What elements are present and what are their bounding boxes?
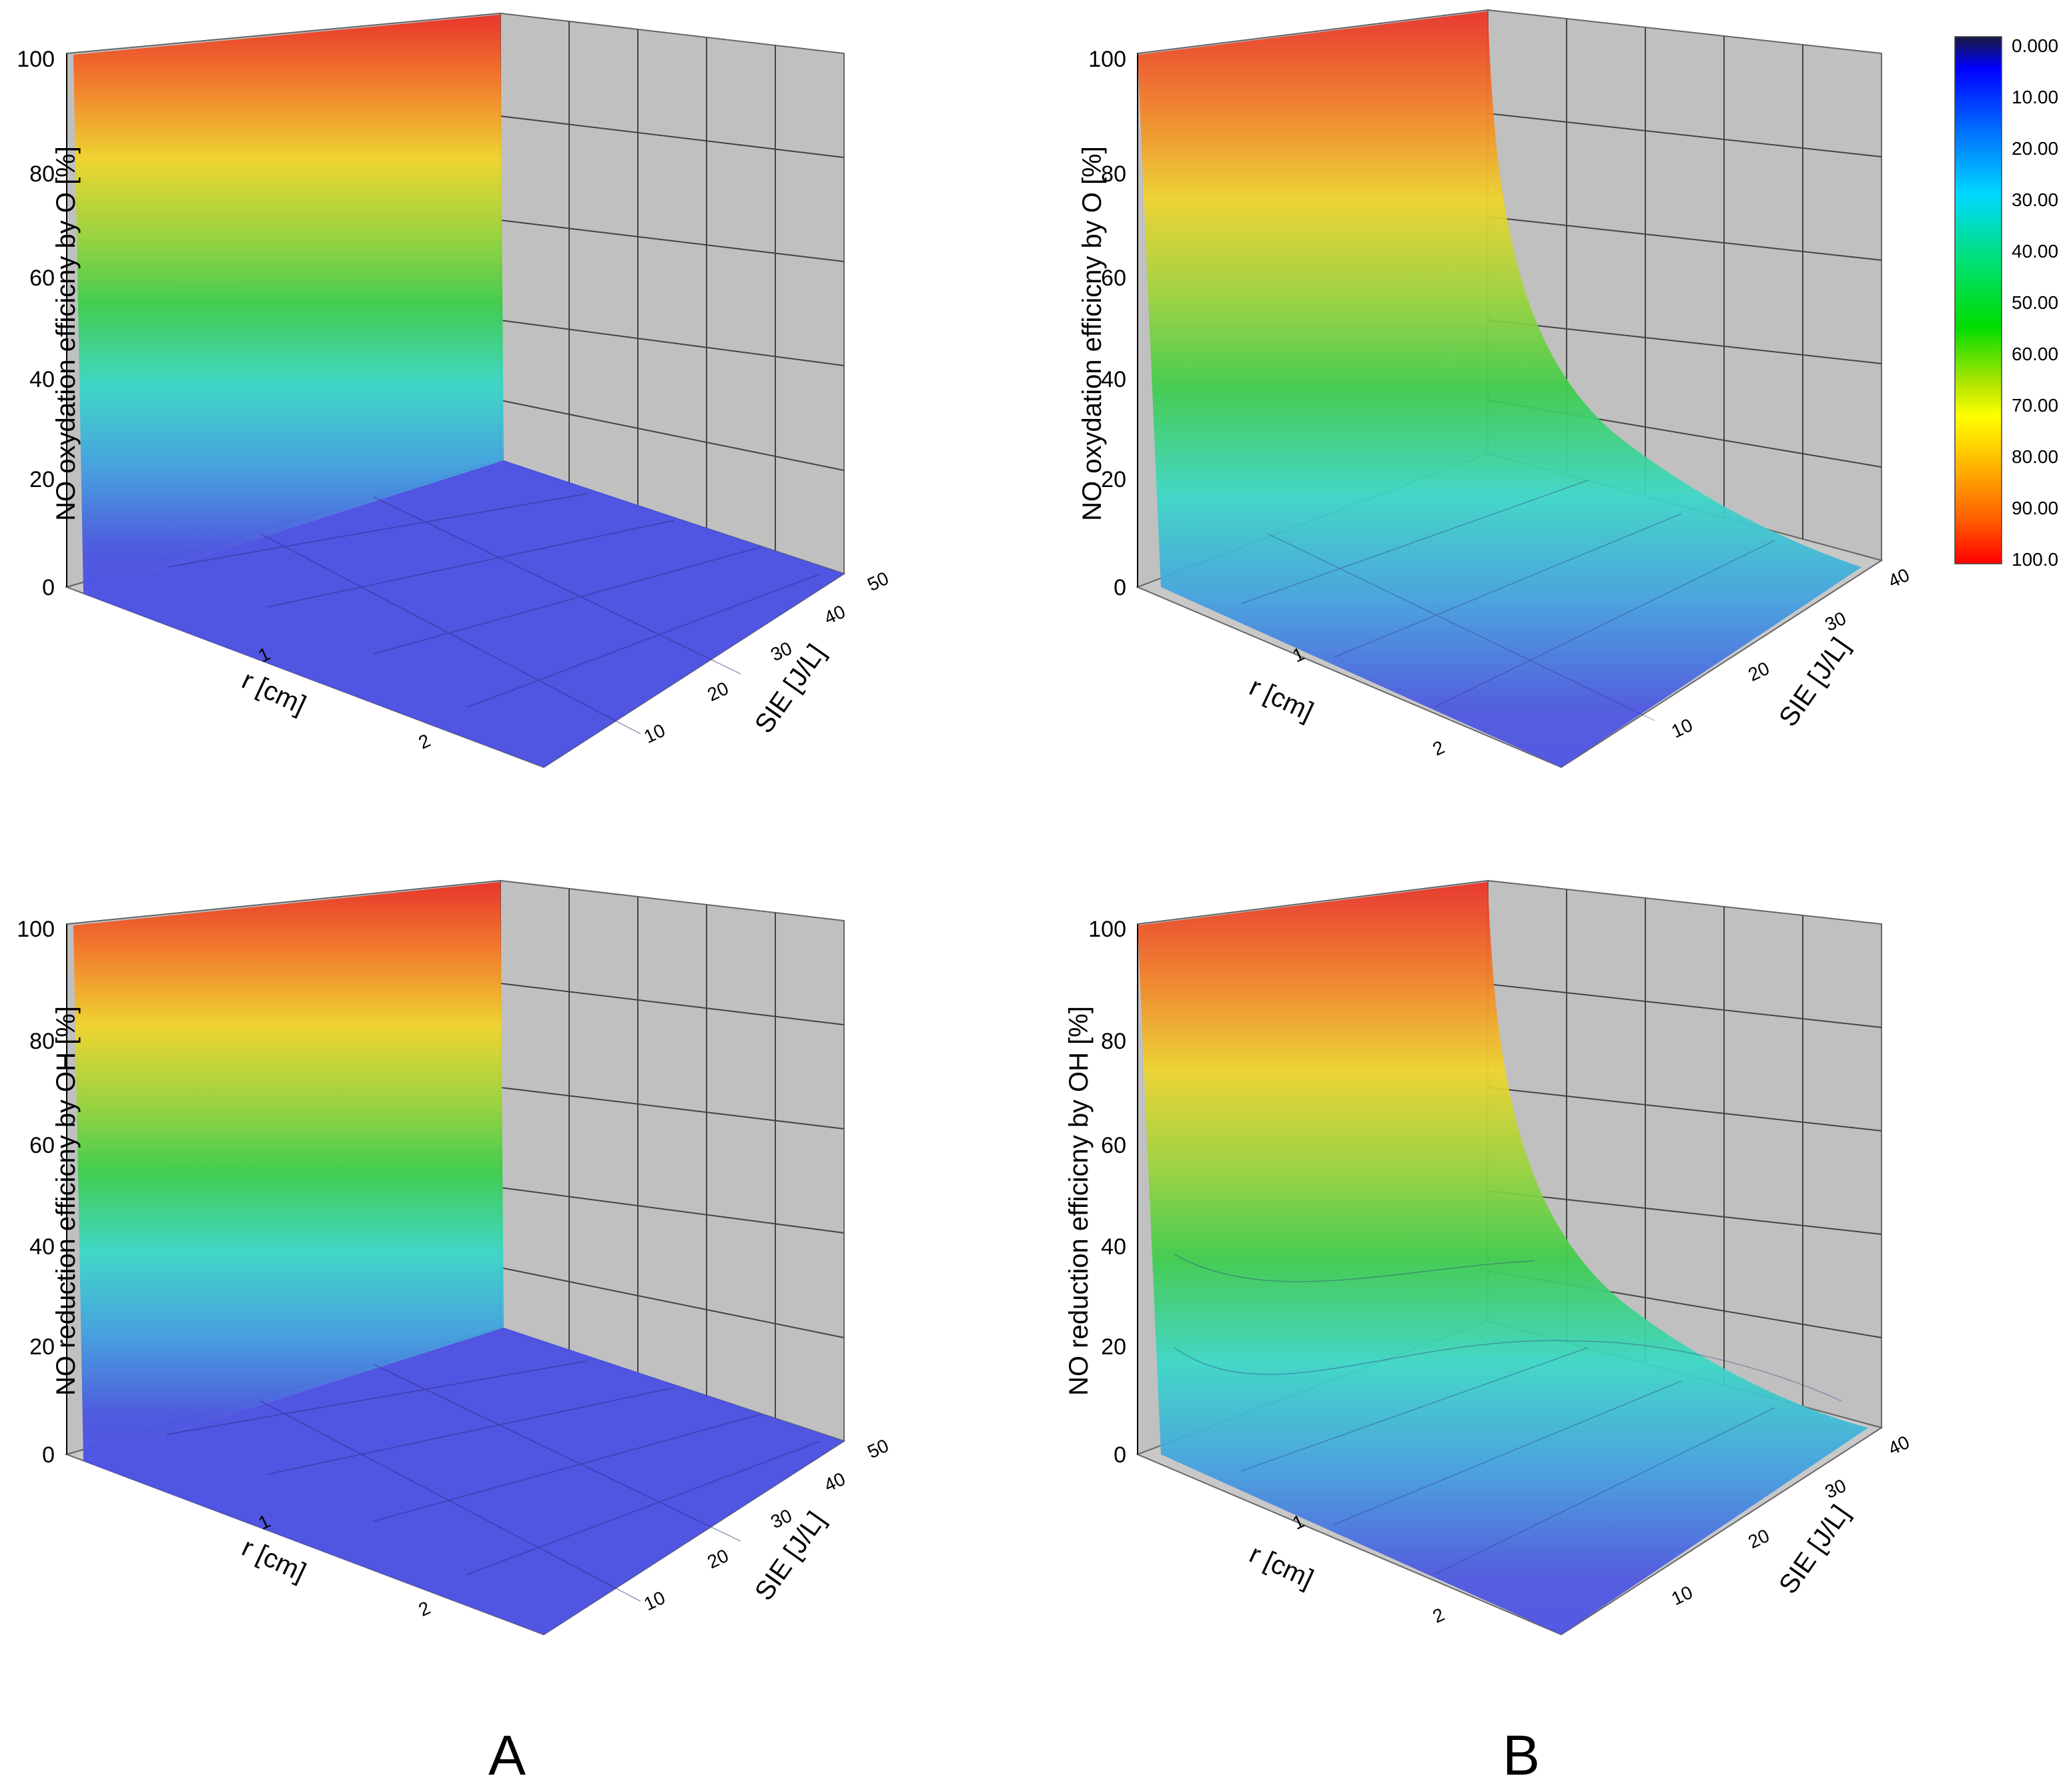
y-tick: 20	[704, 1545, 731, 1573]
x-axis-title: r [cm]	[1245, 1539, 1318, 1594]
z-axis-title: NO reduction efficicny by OH [%]	[1064, 1006, 1094, 1396]
colorbar-gradient	[1954, 36, 2002, 564]
x-tick: 2	[415, 1597, 433, 1621]
y-tick: 30	[767, 638, 795, 665]
y-tick: 40	[821, 1468, 848, 1496]
panel-label-a: A	[488, 1724, 526, 1787]
chart-panel-a-top: 0 20 40 60 80 100 1 2 10 20 30 40 50 NO …	[17, 12, 892, 769]
z-axis-title: NO reduction efficicny by OH [%]	[51, 1006, 81, 1396]
z-tick: 100	[17, 917, 55, 942]
chart-panel-b-top: 0 20 40 60 80 100 1 2 10 20 30 40 NO oxy…	[1078, 9, 1913, 769]
colorbar-label: 60.00	[2012, 344, 2058, 364]
colorbar-label: 50.00	[2012, 292, 2058, 313]
z-tick: 60	[1101, 266, 1126, 291]
surface-decay	[1138, 882, 1868, 1635]
surface-decay	[1138, 11, 1861, 767]
z-tick: 100	[17, 47, 55, 72]
z-tick: 60	[29, 1133, 55, 1158]
z-tick: 60	[1101, 1133, 1126, 1158]
surface-mesh	[166, 493, 821, 735]
panel-label-b: B	[1503, 1724, 1540, 1787]
colorbar-label: 80.00	[2012, 446, 2058, 467]
x-tick: 2	[415, 730, 433, 753]
surface-wall	[73, 15, 504, 594]
colorbar: 0.000 10.00 20.00 30.00 40.00 50.00 60.0…	[1954, 35, 2058, 570]
z-tick: 40	[1101, 367, 1126, 392]
colorbar-label: 20.00	[2012, 138, 2058, 159]
y-tick: 10	[641, 720, 668, 747]
z-axis-title: NO oxydation efficicny by O [%]	[1078, 146, 1107, 521]
z-tick: 40	[1101, 1234, 1126, 1260]
y-tick: 30	[1821, 1475, 1849, 1502]
colorbar-label: 10.00	[2012, 87, 2058, 107]
z-tick: 80	[1101, 161, 1126, 187]
y-tick: 20	[1745, 1525, 1772, 1552]
z-tick: 40	[29, 367, 55, 392]
colorbar-label: 70.00	[2012, 395, 2058, 416]
y-tick: 40	[1885, 564, 1912, 592]
y-tick: 10	[1668, 1582, 1695, 1609]
right-wall-grid	[500, 889, 845, 1418]
chart-panel-a-bottom: 0 20 40 60 80 100 1 2 10 20 30 40 50 NO …	[17, 879, 892, 1636]
y-tick: 40	[1885, 1432, 1912, 1459]
right-wall-grid	[500, 21, 845, 551]
z-tick: 80	[29, 1029, 55, 1054]
z-tick: 0	[1114, 1442, 1126, 1468]
right-wall-grid	[1487, 19, 1882, 539]
y-tick: 20	[704, 678, 731, 705]
z-tick: 0	[1114, 575, 1126, 600]
z-tick: 20	[1101, 467, 1126, 492]
chart-panel-b-bottom: 0 20 40 60 80 100 1 2 10 20 30 40 NO red…	[1064, 879, 1913, 1636]
z-tick: 80	[1101, 1029, 1126, 1054]
z-axis-title: NO oxydation efficicny by O [%]	[51, 146, 81, 521]
z-tick: 20	[29, 1334, 55, 1360]
surface-floor	[83, 460, 844, 767]
colorbar-label: 40.00	[2012, 241, 2058, 262]
y-axis-title: SIE [J/L]	[1773, 632, 1855, 732]
z-tick: 60	[29, 266, 55, 291]
surface-wall	[73, 882, 504, 1461]
surface-floor	[83, 1328, 844, 1635]
y-tick: 40	[821, 601, 848, 628]
colorbar-label: 30.00	[2012, 189, 2058, 210]
x-tick: 2	[1429, 737, 1447, 760]
surface-mesh	[1174, 1254, 1842, 1575]
colorbar-label: 100.0	[2012, 549, 2058, 570]
y-tick: 30	[767, 1505, 795, 1532]
surface-mesh	[166, 1360, 821, 1602]
z-tick: 0	[42, 1442, 55, 1468]
x-axis-title: r [cm]	[1245, 672, 1318, 727]
surface-mesh	[1240, 480, 1775, 721]
z-tick: 80	[29, 161, 55, 187]
z-tick: 20	[1101, 1334, 1126, 1360]
y-axis-title: SIE [J/L]	[1773, 1500, 1855, 1599]
colorbar-label: 0.000	[2012, 35, 2058, 56]
y-tick: 10	[1668, 715, 1695, 742]
z-tick: 100	[1088, 917, 1126, 942]
y-tick: 50	[864, 1435, 891, 1462]
y-tick: 30	[1821, 608, 1849, 635]
z-tick: 40	[29, 1234, 55, 1260]
z-tick: 0	[42, 575, 55, 600]
y-tick: 10	[641, 1587, 668, 1615]
y-tick: 20	[1745, 658, 1772, 685]
z-tick: 20	[29, 467, 55, 492]
y-tick: 50	[864, 568, 891, 595]
x-tick: 2	[1429, 1604, 1447, 1627]
z-tick: 100	[1088, 47, 1126, 72]
colorbar-label: 90.00	[2012, 498, 2058, 518]
